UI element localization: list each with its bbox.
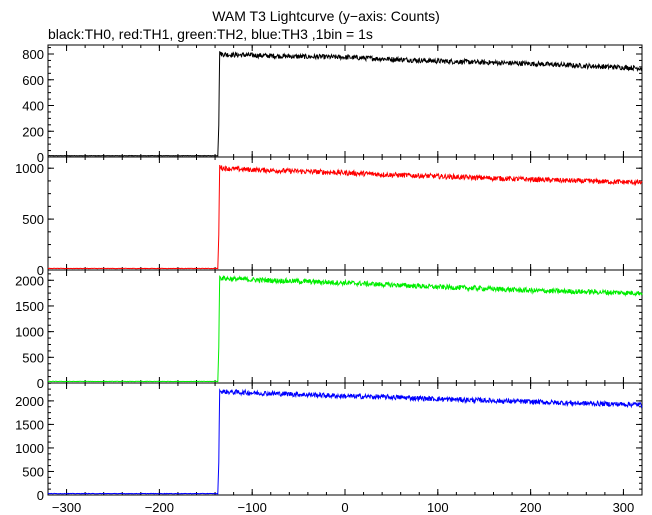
y-tick-label-th2: 1000 [15, 325, 44, 340]
y-tick-label-th1: 1000 [15, 161, 44, 176]
y-tick-label-th0: 200 [22, 124, 44, 139]
x-tick-label: −100 [238, 500, 267, 515]
y-tick-label-th3: 0 [37, 488, 44, 503]
y-tick-label-th1: 0 [37, 263, 44, 278]
y-tick-label-th3: 2000 [15, 394, 44, 409]
y-tick-label-th0: 800 [22, 47, 44, 62]
y-tick-label-th2: 1500 [15, 299, 44, 314]
y-tick-label-th2: 500 [22, 350, 44, 365]
y-tick-label-th2: 0 [37, 376, 44, 391]
x-tick-label: 200 [520, 500, 542, 515]
y-tick-label-th2: 2000 [15, 273, 44, 288]
y-tick-label-th3: 1000 [15, 441, 44, 456]
panel-frame-th2 [47, 269, 643, 384]
y-tick-label-th3: 1500 [15, 417, 44, 432]
y-tick-label-th3: 500 [22, 464, 44, 479]
y-tick-label-th1: 500 [22, 212, 44, 227]
x-tick-label: 300 [613, 500, 635, 515]
x-tick-label: −300 [52, 500, 81, 515]
series-line-th1 [47, 164, 643, 270]
panel-frame-th0 [47, 44, 643, 158]
y-tick-label-th0: 600 [22, 73, 44, 88]
series-line-th0 [47, 51, 643, 157]
x-tick-label: 0 [341, 500, 348, 515]
x-tick-label: −200 [145, 500, 174, 515]
chart-subtitle: black:TH0, red:TH1, green:TH2, blue:TH3 … [48, 26, 373, 42]
series-line-th3 [47, 388, 643, 495]
x-tick-label: 100 [427, 500, 449, 515]
series-line-th2 [47, 274, 643, 383]
panel-frame-th3 [47, 382, 643, 496]
chart-title: WAM T3 Lightcurve (y−axis: Counts) [212, 8, 440, 24]
y-tick-label-th0: 400 [22, 99, 44, 114]
y-tick-label-th0: 0 [37, 150, 44, 165]
